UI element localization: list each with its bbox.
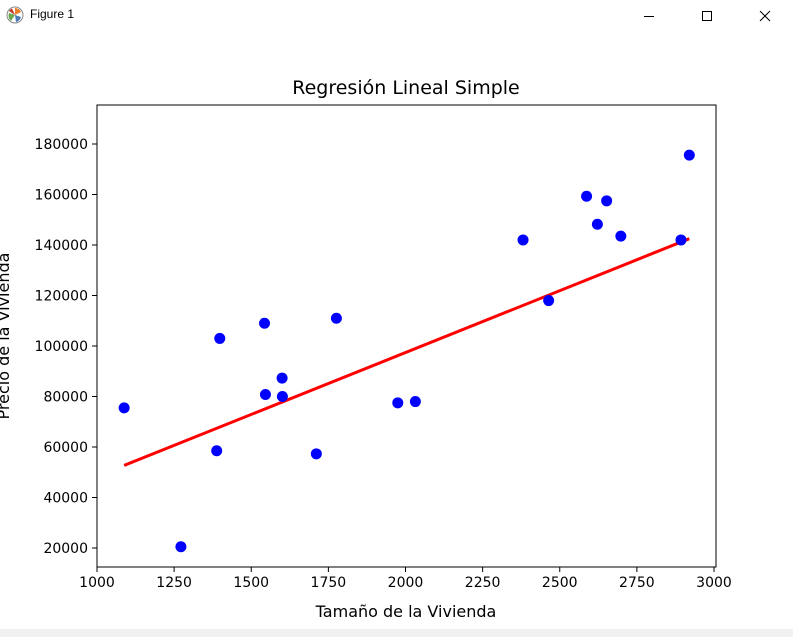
chart: Regresión Lineal Simple 1000 1250 1500 1750… — [0, 77, 732, 621]
scatter-point — [392, 397, 404, 409]
y-axis-label: Precio de la Vivienda — [0, 253, 13, 420]
y-axis: 20000 40000 60000 80000 100000 120000 140000 16… — [35, 137, 97, 557]
window-title: Figure 1 — [30, 7, 75, 21]
x-axis: 1000 1250 1500 1750 2000 2250 2500 2750 3000 — [79, 567, 732, 591]
chart-title: Regresión Lineal Simple — [292, 77, 520, 99]
scatter-point — [276, 372, 288, 384]
y-tick-label: 140000 — [35, 238, 88, 254]
scatter-point — [675, 234, 687, 246]
x-tick-label: 2500 — [542, 575, 578, 591]
x-axis-label: Tamaño de la Vivienda — [315, 602, 497, 621]
close-button[interactable] — [742, 0, 788, 31]
scatter-point — [310, 448, 322, 460]
y-tick-label: 40000 — [43, 491, 88, 507]
regression-line — [123, 237, 690, 467]
minimize-button[interactable] — [626, 0, 672, 31]
x-tick-label: 1500 — [233, 575, 269, 591]
maximize-icon — [702, 10, 712, 21]
x-tick-label: 1750 — [311, 575, 347, 591]
scatter-point — [259, 388, 271, 400]
scatter-point — [259, 317, 271, 329]
scatter-point — [683, 149, 695, 161]
scatter-point — [601, 195, 613, 207]
scatter-point — [214, 332, 226, 344]
x-tick-label: 1250 — [156, 575, 192, 591]
scatter-point — [615, 230, 627, 242]
scatter-point — [581, 190, 593, 202]
scatter-point — [118, 402, 130, 414]
y-tick-label: 120000 — [35, 289, 88, 305]
scatter-point — [517, 234, 529, 246]
plot-area — [118, 149, 695, 553]
scatter-point — [175, 541, 187, 553]
axes-frame — [96, 104, 717, 568]
scatter-point — [591, 218, 603, 230]
y-tick-label: 100000 — [35, 339, 88, 355]
x-tick-label: 2750 — [619, 575, 655, 591]
x-tick-label: 2000 — [388, 575, 424, 591]
matplotlib-logo-icon — [6, 6, 24, 24]
x-tick-label: 3000 — [696, 575, 732, 591]
figure-canvas: Regresión Lineal Simple 1000 1250 1500 1750… — [0, 31, 793, 629]
window-titlebar: Figure 1 — [0, 0, 793, 31]
y-tick-label: 160000 — [35, 188, 88, 204]
close-icon — [759, 10, 771, 21]
y-tick-label: 180000 — [35, 137, 88, 153]
y-tick-label: 20000 — [43, 541, 88, 557]
y-tick-label: 80000 — [43, 390, 88, 406]
status-strip — [0, 629, 793, 637]
maximize-button[interactable] — [684, 0, 730, 31]
scatter-point — [211, 445, 223, 457]
y-tick-label: 60000 — [43, 440, 88, 456]
scatter-point — [543, 295, 555, 307]
scatter-point — [409, 396, 421, 408]
x-tick-label: 1000 — [79, 575, 115, 591]
x-tick-label: 2250 — [465, 575, 501, 591]
scatter-point — [330, 312, 342, 324]
scatter-point — [276, 391, 288, 402]
minimize-icon — [644, 15, 654, 17]
